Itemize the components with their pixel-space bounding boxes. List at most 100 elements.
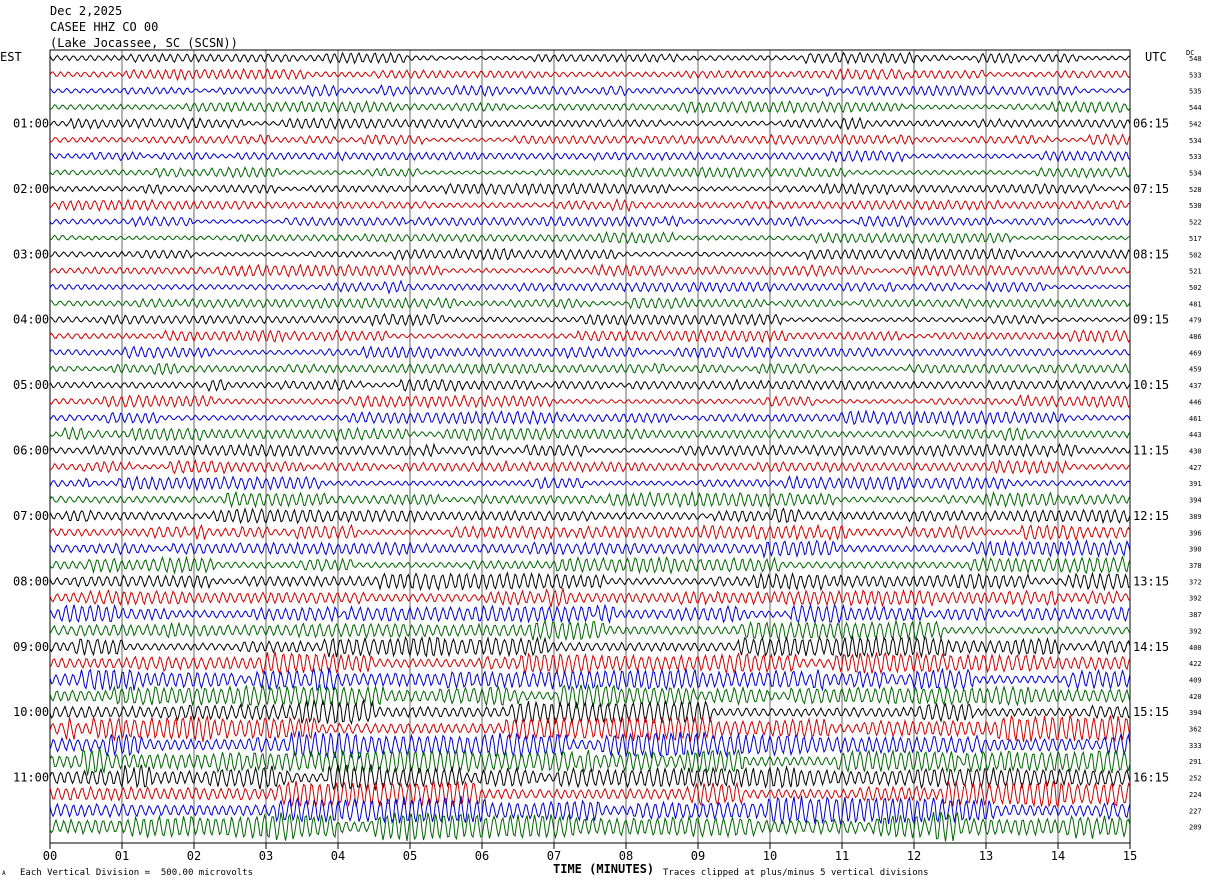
x-tick-label-11: 11 bbox=[835, 849, 849, 863]
dc-offset-label: 528 bbox=[1189, 186, 1202, 194]
trace-row-30 bbox=[49, 523, 1131, 542]
x-tick-label-04: 04 bbox=[331, 849, 345, 863]
x-tick-label-07: 07 bbox=[547, 849, 561, 863]
dc-offset-label: 469 bbox=[1189, 349, 1202, 357]
trace-row-10 bbox=[49, 197, 1131, 213]
est-hour-label: 04:00 bbox=[13, 313, 49, 327]
trace-row-42 bbox=[49, 714, 1131, 743]
dc-offset-label: 224 bbox=[1189, 791, 1202, 799]
x-tick-label-09: 09 bbox=[691, 849, 705, 863]
clip-note: Traces clipped at plus/minus 5 vertical … bbox=[663, 868, 929, 878]
trace-row-13 bbox=[49, 247, 1131, 262]
dc-offset-label: 390 bbox=[1189, 546, 1202, 554]
trace-row-19 bbox=[49, 345, 1131, 360]
dc-offset-label: 209 bbox=[1189, 824, 1202, 832]
dc-offset-label: 387 bbox=[1189, 611, 1202, 619]
utc-hour-label: 08:15 bbox=[1133, 247, 1169, 261]
header-station: CASEE HHZ CO 00 bbox=[50, 20, 159, 34]
utc-hour-label: 11:15 bbox=[1133, 444, 1169, 458]
x-tick-label-14: 14 bbox=[1051, 849, 1065, 863]
trace-row-24 bbox=[49, 426, 1131, 443]
trace-row-3 bbox=[49, 83, 1131, 98]
trace-row-6 bbox=[49, 133, 1131, 146]
dc-offset-label: 420 bbox=[1189, 693, 1202, 701]
dc-offset-label: 394 bbox=[1189, 709, 1202, 717]
x-tick-label-13: 13 bbox=[979, 849, 993, 863]
dc-offset-label: 522 bbox=[1189, 219, 1202, 227]
utc-hour-label: 14:15 bbox=[1133, 640, 1169, 654]
trace-row-41 bbox=[49, 698, 1131, 726]
est-hour-label: 05:00 bbox=[13, 378, 49, 392]
trace-row-39 bbox=[49, 666, 1131, 692]
x-tick-label-00: 00 bbox=[43, 849, 57, 863]
dc-offset-label: 392 bbox=[1189, 595, 1202, 603]
trace-row-27 bbox=[49, 474, 1131, 492]
dc-offset-label: 479 bbox=[1189, 317, 1202, 325]
dc-offset-label: 533 bbox=[1189, 71, 1202, 79]
dc-offset-label: 389 bbox=[1189, 513, 1202, 521]
scale-note: Each Vertical Division = 500.00 microvol… bbox=[20, 868, 253, 878]
x-tick-label-12: 12 bbox=[907, 849, 921, 863]
trace-row-37 bbox=[49, 635, 1131, 659]
dc-offset-label: 502 bbox=[1189, 251, 1202, 259]
trace-row-48 bbox=[49, 811, 1131, 842]
trace-row-21 bbox=[49, 378, 1131, 393]
trace-row-45 bbox=[49, 764, 1131, 792]
x-tick-label-08: 08 bbox=[619, 849, 633, 863]
trace-row-35 bbox=[49, 603, 1131, 625]
trace-row-32 bbox=[49, 555, 1131, 575]
trace-row-1 bbox=[49, 51, 1131, 66]
dc-offset-label: 362 bbox=[1189, 726, 1202, 734]
dc-offset-label: 400 bbox=[1189, 644, 1202, 652]
dc-offset-label: 534 bbox=[1189, 169, 1202, 177]
dc-offset-label: 372 bbox=[1189, 578, 1202, 586]
trace-row-29 bbox=[49, 507, 1131, 525]
trace-row-38 bbox=[49, 650, 1131, 676]
trace-row-15 bbox=[49, 279, 1131, 295]
trace-row-31 bbox=[49, 539, 1131, 560]
trace-row-14 bbox=[49, 263, 1131, 278]
trace-row-2 bbox=[49, 67, 1131, 82]
dc-offset-label: 409 bbox=[1189, 676, 1202, 684]
dc-offset-label: 534 bbox=[1189, 137, 1202, 145]
dc-axis-title: DC bbox=[1186, 49, 1195, 57]
dc-offset-label: 530 bbox=[1189, 202, 1202, 210]
x-tick-label-10: 10 bbox=[763, 849, 777, 863]
dc-offset-label: 437 bbox=[1189, 382, 1202, 390]
utc-hour-label: 15:15 bbox=[1133, 705, 1169, 719]
dc-offset-label: 486 bbox=[1189, 333, 1202, 341]
trace-row-40 bbox=[49, 683, 1131, 710]
dc-offset-label: 378 bbox=[1189, 562, 1202, 570]
utc-hour-label: 06:15 bbox=[1133, 116, 1169, 130]
trace-row-9 bbox=[49, 182, 1131, 197]
trace-row-36 bbox=[49, 619, 1131, 642]
dc-offset-label: 422 bbox=[1189, 660, 1202, 668]
trace-row-8 bbox=[49, 166, 1131, 179]
trace-row-43 bbox=[49, 731, 1131, 760]
x-axis-label: TIME (MINUTES) bbox=[553, 862, 655, 876]
trace-row-44 bbox=[49, 746, 1131, 776]
utc-hour-label: 10:15 bbox=[1133, 378, 1169, 392]
dc-offset-label: 542 bbox=[1189, 120, 1202, 128]
dc-offset-label: 394 bbox=[1189, 497, 1202, 505]
dc-offset-label: 392 bbox=[1189, 627, 1202, 635]
est-hour-label: 07:00 bbox=[13, 509, 49, 523]
trace-row-34 bbox=[49, 588, 1131, 608]
trace-row-5 bbox=[49, 116, 1131, 131]
trace-row-20 bbox=[49, 362, 1131, 376]
utc-hour-label: 09:15 bbox=[1133, 313, 1169, 327]
dc-offset-label: 521 bbox=[1189, 268, 1202, 276]
trace-row-18 bbox=[49, 328, 1131, 344]
trace-row-22 bbox=[49, 393, 1131, 409]
est-hour-label: 08:00 bbox=[13, 574, 49, 588]
trace-row-11 bbox=[49, 215, 1131, 229]
est-hour-label: 03:00 bbox=[13, 247, 49, 261]
utc-axis-title: UTC bbox=[1145, 50, 1167, 64]
est-axis-title: EST bbox=[0, 50, 22, 64]
trace-row-4 bbox=[49, 99, 1131, 115]
trace-row-25 bbox=[49, 442, 1131, 458]
dc-offset-label: 502 bbox=[1189, 284, 1202, 292]
dc-offset-label: 430 bbox=[1189, 448, 1202, 456]
trace-row-46 bbox=[49, 779, 1131, 809]
